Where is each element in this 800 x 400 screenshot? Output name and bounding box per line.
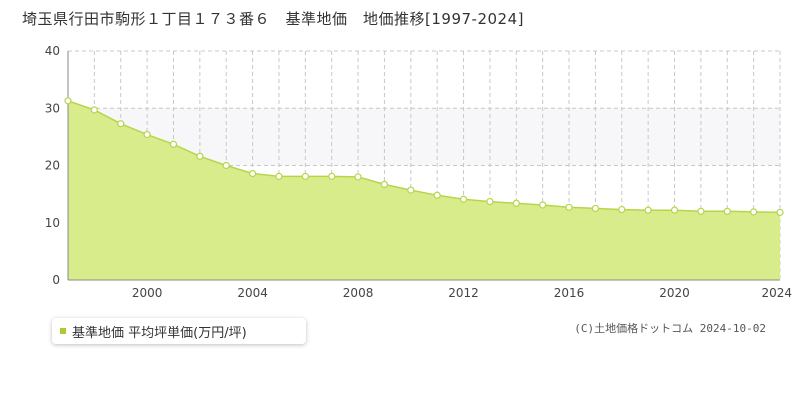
data-point bbox=[275, 172, 283, 180]
legend: 基準地価 平均坪単価(万円/坪) bbox=[52, 318, 306, 344]
legend-swatch bbox=[60, 328, 66, 334]
data-point bbox=[644, 206, 652, 214]
y-tick-label: 30 bbox=[45, 101, 60, 115]
x-tick-label: 2008 bbox=[343, 286, 374, 300]
y-tick-label: 0 bbox=[52, 273, 60, 287]
data-point bbox=[750, 208, 758, 216]
data-point bbox=[64, 97, 72, 105]
chart-title: 埼玉県行田市駒形１丁目１７３番６ 基準地価 地価推移[1997-2024] bbox=[22, 10, 524, 28]
data-point bbox=[618, 205, 626, 214]
data-point bbox=[539, 201, 547, 209]
data-point bbox=[776, 208, 784, 217]
data-point bbox=[90, 106, 98, 114]
data-point bbox=[196, 152, 204, 160]
data-point bbox=[565, 203, 573, 211]
data-point bbox=[143, 130, 151, 139]
data-point bbox=[354, 173, 362, 181]
x-tick-label: 2012 bbox=[448, 286, 479, 300]
y-tick-label: 40 bbox=[45, 44, 60, 58]
series-line bbox=[67, 100, 781, 214]
copyright-text: (C)土地価格ドットコム 2024-10-02 bbox=[574, 322, 766, 335]
y-tick-label: 20 bbox=[45, 159, 60, 173]
data-point bbox=[697, 207, 705, 215]
series-area bbox=[68, 100, 780, 280]
data-point bbox=[117, 120, 125, 128]
data-point bbox=[380, 180, 389, 188]
data-point bbox=[328, 172, 336, 180]
data-point bbox=[670, 206, 679, 214]
y-tick-label: 10 bbox=[45, 216, 60, 230]
data-point bbox=[169, 140, 178, 148]
data-point bbox=[591, 204, 600, 213]
data-point bbox=[248, 169, 257, 178]
data-point bbox=[723, 207, 731, 215]
x-tick-label: 2016 bbox=[554, 286, 585, 300]
data-point bbox=[459, 195, 468, 203]
x-tick-label: 2004 bbox=[237, 286, 268, 300]
data-point bbox=[222, 161, 230, 170]
data-point bbox=[486, 197, 494, 206]
data-point bbox=[301, 172, 309, 180]
data-point bbox=[407, 186, 415, 194]
legend-label: 基準地価 平均坪単価(万円/坪) bbox=[72, 325, 247, 341]
x-tick-label: 2024 bbox=[761, 286, 792, 300]
x-tick-label: 2020 bbox=[659, 286, 690, 300]
data-point bbox=[512, 199, 520, 207]
x-tick-label: 2000 bbox=[132, 286, 163, 300]
data-point bbox=[433, 191, 441, 199]
